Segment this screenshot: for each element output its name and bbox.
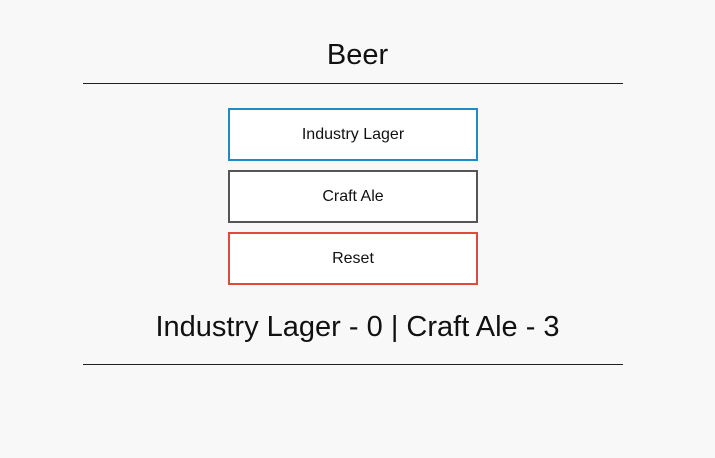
reset-button[interactable]: Reset (228, 232, 478, 285)
tally-separator: | (390, 311, 399, 343)
craft-ale-button[interactable]: Craft Ale (228, 170, 478, 223)
tally-divider (83, 364, 623, 365)
tally-lager-label: Industry Lager (155, 311, 341, 343)
tally-ale-count: 3 (543, 311, 560, 343)
vote-tally: Industry Lager - 0 | Craft Ale - 3 (155, 311, 560, 343)
page-title: Beer (326, 39, 389, 71)
title-divider (83, 83, 623, 84)
industry-lager-button[interactable]: Industry Lager (228, 108, 478, 161)
tally-ale-label: Craft Ale (406, 311, 518, 343)
tally-lager-count: 0 (366, 311, 383, 343)
